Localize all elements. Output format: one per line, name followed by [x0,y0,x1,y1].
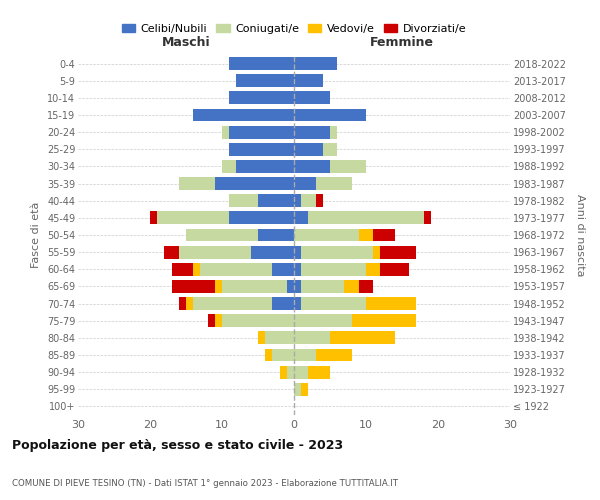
Bar [330,332,395,344]
Bar [344,280,359,293]
Bar [380,263,409,276]
Bar [215,314,222,327]
Bar [294,92,330,104]
Text: COMUNE DI PIEVE TESINO (TN) - Dati ISTAT 1° gennaio 2023 - Elaborazione TUTTITAL: COMUNE DI PIEVE TESINO (TN) - Dati ISTAT… [12,478,398,488]
Bar [301,263,366,276]
Bar [215,280,222,293]
Bar [301,280,344,293]
Bar [301,246,373,258]
Bar [294,366,308,378]
Bar [330,160,366,173]
Bar [316,177,352,190]
Bar [215,177,294,190]
Bar [294,314,352,327]
Bar [272,348,294,362]
Bar [280,366,287,378]
Bar [359,228,373,241]
Bar [272,263,294,276]
Bar [316,348,352,362]
Bar [380,246,416,258]
Bar [179,177,215,190]
Bar [222,314,294,327]
Bar [179,246,251,258]
Bar [308,212,424,224]
Bar [294,212,308,224]
Text: Maschi: Maschi [161,36,211,49]
Bar [294,332,330,344]
Y-axis label: Anni di nascita: Anni di nascita [575,194,585,276]
Bar [236,160,294,173]
Bar [258,194,294,207]
Bar [308,366,330,378]
Bar [294,297,301,310]
Text: Popolazione per età, sesso e stato civile - 2023: Popolazione per età, sesso e stato civil… [12,440,343,452]
Bar [359,280,373,293]
Bar [208,314,215,327]
Bar [229,57,294,70]
Bar [193,263,200,276]
Bar [294,126,330,138]
Bar [272,297,294,310]
Bar [316,194,323,207]
Bar [229,92,294,104]
Bar [424,212,431,224]
Bar [352,314,416,327]
Bar [222,280,287,293]
Bar [294,194,301,207]
Bar [294,263,301,276]
Bar [193,297,272,310]
Bar [294,108,366,122]
Bar [229,143,294,156]
Bar [222,160,236,173]
Bar [301,194,316,207]
Bar [251,246,294,258]
Bar [294,143,323,156]
Bar [229,212,294,224]
Bar [294,74,323,87]
Bar [294,246,301,258]
Bar [265,348,272,362]
Bar [323,143,337,156]
Bar [301,383,308,396]
Bar [287,280,294,293]
Bar [287,366,294,378]
Bar [294,57,337,70]
Bar [366,263,380,276]
Bar [258,332,265,344]
Bar [258,228,294,241]
Bar [172,280,215,293]
Bar [366,297,416,310]
Bar [179,297,186,310]
Bar [294,348,316,362]
Bar [265,332,294,344]
Bar [193,108,294,122]
Bar [373,246,380,258]
Y-axis label: Fasce di età: Fasce di età [31,202,41,268]
Bar [150,212,157,224]
Bar [294,228,359,241]
Bar [186,228,258,241]
Bar [294,280,301,293]
Bar [229,194,258,207]
Bar [294,177,316,190]
Bar [200,263,272,276]
Bar [157,212,229,224]
Bar [222,126,229,138]
Bar [294,383,301,396]
Bar [301,297,366,310]
Text: Femmine: Femmine [370,36,434,49]
Bar [172,263,193,276]
Bar [186,297,193,310]
Bar [236,74,294,87]
Bar [330,126,337,138]
Bar [229,126,294,138]
Bar [373,228,395,241]
Bar [294,160,330,173]
Bar [164,246,179,258]
Legend: Celibi/Nubili, Coniugati/e, Vedovi/e, Divorziati/e: Celibi/Nubili, Coniugati/e, Vedovi/e, Di… [118,19,470,38]
